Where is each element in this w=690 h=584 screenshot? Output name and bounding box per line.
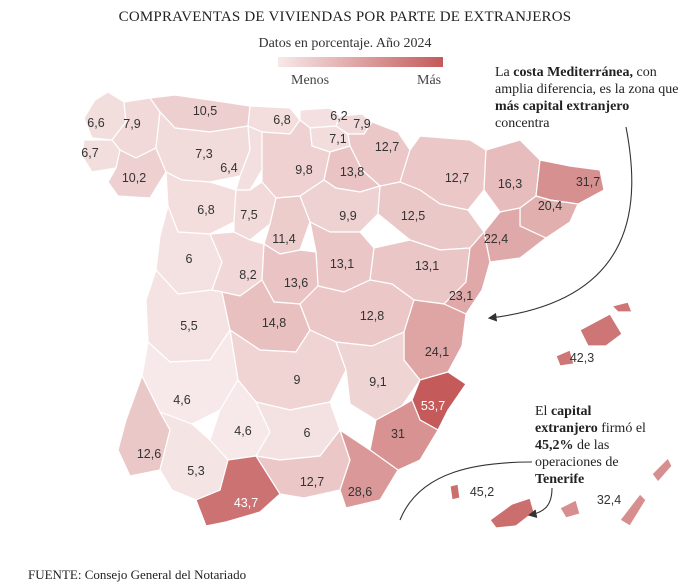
value-label-navarra: 12,7 bbox=[375, 140, 399, 154]
value-label-valencia: 24,1 bbox=[425, 345, 449, 359]
province-almeria bbox=[338, 428, 399, 509]
mediterranean-arrow bbox=[487, 126, 633, 322]
value-label-gipuzkoa: 7,9 bbox=[353, 117, 370, 131]
value-label-leon: 7,3 bbox=[195, 147, 212, 161]
value-label-ciudad-real: 9 bbox=[294, 373, 301, 387]
province-castellon bbox=[442, 230, 491, 315]
value-label-segovia: 11,4 bbox=[272, 232, 295, 246]
value-label-palencia: 6,4 bbox=[220, 161, 237, 175]
value-label-madrid: 13,6 bbox=[284, 276, 308, 290]
value-label-guadalajara: 13,1 bbox=[330, 257, 354, 271]
value-label-badajoz: 4,6 bbox=[173, 393, 190, 407]
value-label-cuenca: 12,8 bbox=[360, 309, 384, 323]
value-label-zamora: 6,8 bbox=[197, 203, 214, 217]
value-label-la-rioja: 13,8 bbox=[340, 165, 364, 179]
value-label-cordoba: 4,6 bbox=[234, 424, 251, 438]
value-label-toledo: 14,8 bbox=[262, 316, 286, 330]
tenerife-arrow bbox=[399, 461, 533, 521]
value-label-bizkaia: 6,2 bbox=[330, 109, 347, 123]
value-label-murcia: 31 bbox=[391, 427, 405, 441]
value-label-malaga: 43,7 bbox=[234, 496, 258, 510]
mediterranean-annotation: La costa Mediterránea, con amplia difere… bbox=[495, 65, 679, 131]
value-label-granada: 12,7 bbox=[300, 475, 324, 489]
province-valencia bbox=[403, 299, 467, 381]
value-label-girona: 31,7 bbox=[576, 175, 600, 189]
value-label-asturias: 10,5 bbox=[193, 104, 217, 118]
value-label-huelva: 12,6 bbox=[137, 447, 161, 461]
chart-title: COMPRAVENTAS DE VIVIENDAS POR PARTE DE E… bbox=[118, 9, 572, 25]
province-malaga bbox=[195, 455, 281, 527]
value-label-lugo: 7,9 bbox=[123, 117, 140, 131]
value-label-cantabria: 6,8 bbox=[273, 113, 290, 127]
value-label-santa-cruz-de-tenerife: 45,2 bbox=[470, 485, 494, 499]
value-label-avila: 8,2 bbox=[239, 268, 256, 282]
value-label-a-coruna: 6,6 bbox=[87, 116, 104, 130]
value-label-zaragoza: 12,5 bbox=[401, 209, 425, 223]
value-label-lleida: 16,3 bbox=[498, 177, 522, 191]
value-label-las-palmas: 32,4 bbox=[597, 493, 621, 507]
value-label-pontevedra: 6,7 bbox=[81, 146, 98, 160]
value-label-araba: 7,1 bbox=[329, 132, 346, 146]
color-scale-legend bbox=[278, 57, 443, 67]
tenerife-annotation: El capital extranjero firmó el 45,2% de … bbox=[535, 404, 646, 487]
value-label-burgos: 9,8 bbox=[295, 163, 312, 177]
value-labels: 6,6 7,9 6,7 10,2 10,5 6,8 6,2 7,9 7,1 12,7 7,3 6,4 9… bbox=[81, 104, 621, 510]
value-label-jaen: 6 bbox=[304, 426, 311, 440]
tenerife-arrow-2 bbox=[527, 487, 553, 519]
value-label-tarragona: 22,4 bbox=[484, 232, 508, 246]
value-label-ourense: 10,2 bbox=[122, 171, 146, 185]
province-albacete bbox=[335, 331, 421, 421]
value-label-castellon: 23,1 bbox=[449, 289, 473, 303]
value-label-huesca: 12,7 bbox=[445, 171, 469, 185]
value-label-soria: 9,9 bbox=[339, 209, 356, 223]
annotation-arrows bbox=[399, 126, 633, 521]
value-label-alicante: 53,7 bbox=[421, 399, 445, 413]
value-label-sevilla: 5,3 bbox=[187, 464, 204, 478]
value-label-barcelona: 20,4 bbox=[538, 199, 562, 213]
province-las-palmas bbox=[559, 456, 673, 527]
legend-min-label: Menos bbox=[291, 73, 330, 88]
provinces-layer bbox=[81, 91, 673, 529]
value-label-salamanca: 6 bbox=[186, 252, 193, 266]
legend-max-label: Más bbox=[417, 73, 442, 88]
value-label-teruel: 13,1 bbox=[415, 259, 439, 273]
source-note: FUENTE: Consejo General del Notariado bbox=[28, 567, 247, 582]
value-label-valladolid: 7,5 bbox=[240, 208, 257, 222]
value-label-caceres: 5,5 bbox=[180, 319, 197, 333]
value-label-almeria: 28,6 bbox=[348, 485, 372, 499]
province-baleares bbox=[555, 301, 633, 367]
value-label-albacete: 9,1 bbox=[369, 375, 386, 389]
value-label-baleares: 42,3 bbox=[570, 351, 594, 365]
chart-subtitle: Datos en porcentaje. Año 2024 bbox=[258, 36, 432, 51]
